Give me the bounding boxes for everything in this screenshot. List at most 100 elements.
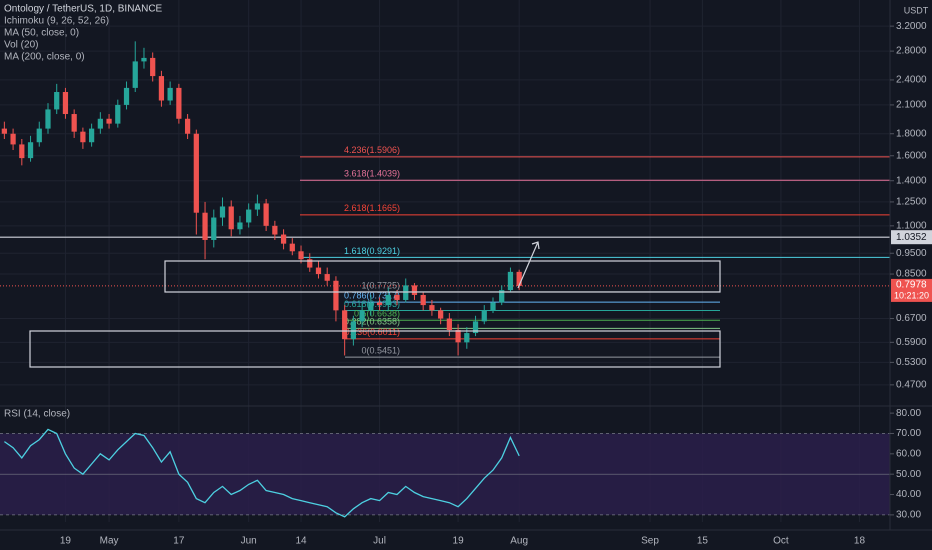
x-tick-label: Oct [773, 536, 789, 547]
candle-body [359, 310, 365, 322]
fib-label: 1.618(0.9291) [344, 246, 400, 256]
projection-arrow [517, 241, 540, 289]
candle-body [123, 87, 130, 105]
candle-body [246, 209, 252, 223]
x-tick-label: Jun [241, 536, 257, 547]
zone-box [29, 330, 721, 368]
candle-body [490, 302, 496, 311]
x-tick-label: 19 [453, 536, 465, 547]
y-tick-label: 0.5900 [896, 337, 927, 348]
candle-body [62, 92, 69, 115]
level-tag-label: 1.0352 [896, 232, 927, 243]
candle-body [176, 87, 182, 119]
indicator-label: MA (200, close, 0) [4, 52, 85, 63]
candle-body [254, 203, 261, 210]
candle-body [272, 225, 278, 235]
currency-label: USDT [904, 5, 929, 15]
candle-body [411, 285, 418, 295]
fib-label: 2.618(1.1665) [344, 203, 400, 213]
fib-label: 0(0.5451) [361, 346, 400, 356]
candle-body [54, 92, 60, 110]
candle-body [237, 222, 243, 230]
y-tick-label: 0.9500 [896, 248, 927, 259]
candle-body [106, 118, 112, 124]
candle-body [298, 251, 304, 260]
candle-body [10, 133, 16, 145]
candle-body [263, 203, 269, 226]
fib-label: 0.382(0.6358) [344, 317, 400, 327]
candle-body [228, 206, 234, 230]
candle-body [455, 330, 461, 343]
candle-body [464, 333, 470, 343]
rsi-line [4, 428, 520, 518]
candle-body [429, 305, 435, 311]
candle-body [36, 128, 42, 143]
candle-body [280, 234, 287, 244]
indicator-label: Vol (20) [4, 40, 38, 51]
candle-body [420, 294, 426, 306]
candle-body [376, 302, 383, 306]
candle-body [89, 128, 95, 143]
candle-body [516, 271, 522, 286]
y-tick-label: 2.4000 [896, 75, 927, 86]
candle-body [19, 144, 25, 159]
candle-body [202, 212, 208, 240]
candle-body [219, 206, 226, 218]
candle-body [97, 118, 103, 129]
fib-label: 4.236(1.5906) [344, 145, 400, 155]
x-tick-label: 14 [295, 536, 307, 547]
indicator-label: MA (50, close, 0) [4, 28, 79, 39]
fib-label: 0.5(0.6638) [354, 309, 400, 319]
candle-body [71, 114, 77, 132]
y-tick-label: 0.8500 [896, 269, 927, 280]
x-tick-label: May [100, 536, 119, 547]
x-tick-label: 18 [854, 536, 866, 547]
y-tick-label: 0.6700 [896, 313, 927, 324]
candle-body [394, 294, 400, 300]
chart-title: Ontology / TetherUS, 1D, BINANCE [4, 4, 163, 15]
candle-body [438, 310, 444, 319]
candle-body [350, 321, 356, 340]
candle-body [211, 217, 217, 240]
y-tick-label: 0.4700 [896, 379, 927, 390]
y-tick-label: 0.5300 [896, 357, 927, 368]
candle-body [158, 76, 165, 101]
zone-box [164, 260, 721, 293]
fib-label: 0.236(0.6011) [345, 327, 400, 337]
candle-body [324, 274, 330, 281]
indicator-label: Ichimoku (9, 26, 52, 26) [4, 16, 109, 27]
x-tick-label: 17 [173, 536, 185, 547]
rsi-title: RSI (14, close) [4, 409, 70, 420]
candle-body [141, 57, 147, 62]
y-tick-label: 2.8000 [896, 46, 927, 57]
candle-body [150, 57, 156, 77]
fib-label: 0.786(0.7317) [344, 290, 400, 300]
y-tick-label: 1.1000 [896, 220, 927, 231]
y-tick-label: 1.2500 [896, 197, 927, 208]
candle-body [368, 302, 374, 311]
candle-body [446, 318, 452, 331]
price-tag [891, 278, 932, 302]
fib-label: 1(0.7725) [361, 280, 400, 290]
y-tick-label: 40.00 [896, 489, 921, 500]
x-tick-label: Jul [373, 536, 386, 547]
y-tick-label: 80.00 [896, 408, 921, 419]
candle-body [307, 259, 313, 268]
candle-body [472, 321, 479, 334]
candle-body [27, 142, 34, 159]
y-tick-label: 2.1000 [896, 100, 927, 111]
y-tick-label: 30.00 [896, 510, 921, 521]
y-tick-label: 1.4000 [896, 175, 927, 186]
candle-body [481, 310, 487, 322]
fib-label: 3.618(1.4039) [344, 169, 400, 179]
candle-body [342, 310, 348, 340]
x-tick-label: Aug [510, 536, 528, 547]
candle-body [1, 128, 7, 134]
y-tick-label: 50.00 [896, 469, 921, 480]
candle-body [193, 133, 199, 213]
countdown-label: 10:21:20 [894, 290, 929, 300]
candle-body [507, 271, 514, 291]
candle-body [315, 267, 322, 275]
x-tick-label: 19 [60, 536, 72, 547]
